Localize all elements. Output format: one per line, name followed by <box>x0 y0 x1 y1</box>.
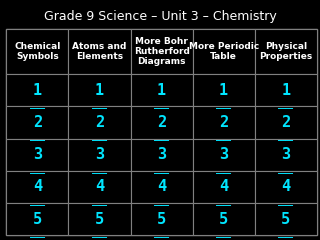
Text: 1: 1 <box>95 83 104 98</box>
Text: __: __ <box>154 193 169 206</box>
Text: 5: 5 <box>219 212 228 227</box>
Text: Grade 9 Science – Unit 3 – Chemistry: Grade 9 Science – Unit 3 – Chemistry <box>44 10 276 23</box>
Text: Atoms and
Elements: Atoms and Elements <box>72 42 127 61</box>
Text: __: __ <box>30 225 45 238</box>
Text: __: __ <box>154 161 169 174</box>
Text: 1: 1 <box>219 83 228 98</box>
Text: __: __ <box>154 225 169 238</box>
Text: 5: 5 <box>95 212 104 227</box>
Text: __: __ <box>278 193 293 206</box>
Text: 1: 1 <box>33 83 42 98</box>
Text: __: __ <box>216 225 231 238</box>
Text: 2: 2 <box>157 115 166 130</box>
Text: More Bohr
Rutherford
Diagrams: More Bohr Rutherford Diagrams <box>134 37 189 66</box>
Text: __: __ <box>216 193 231 206</box>
Text: __: __ <box>92 225 107 238</box>
Text: __: __ <box>30 96 45 109</box>
Text: 5: 5 <box>281 212 290 227</box>
Text: 2: 2 <box>219 115 228 130</box>
Text: __: __ <box>30 161 45 174</box>
Text: __: __ <box>278 225 293 238</box>
Text: __: __ <box>278 161 293 174</box>
Text: 3: 3 <box>33 147 42 162</box>
Text: 4: 4 <box>219 180 228 194</box>
Text: 2: 2 <box>33 115 42 130</box>
Text: __: __ <box>30 193 45 206</box>
Text: 2: 2 <box>281 115 290 130</box>
Text: __: __ <box>278 128 293 142</box>
Text: __: __ <box>216 161 231 174</box>
Text: 4: 4 <box>95 180 104 194</box>
Text: Physical
Properties: Physical Properties <box>259 42 312 61</box>
Text: __: __ <box>154 96 169 109</box>
Text: 3: 3 <box>219 147 228 162</box>
Text: 1: 1 <box>281 83 290 98</box>
Text: More Periodic
Table: More Periodic Table <box>188 42 259 61</box>
Text: 4: 4 <box>157 180 166 194</box>
Text: __: __ <box>92 161 107 174</box>
Text: __: __ <box>92 193 107 206</box>
Text: 1: 1 <box>157 83 166 98</box>
Text: __: __ <box>30 128 45 142</box>
Text: 4: 4 <box>281 180 290 194</box>
Text: Chemical
Symbols: Chemical Symbols <box>14 42 60 61</box>
Text: __: __ <box>92 96 107 109</box>
Text: 3: 3 <box>95 147 104 162</box>
Text: 3: 3 <box>281 147 290 162</box>
Text: 3: 3 <box>157 147 166 162</box>
Text: __: __ <box>278 96 293 109</box>
Text: 4: 4 <box>33 180 42 194</box>
Text: 5: 5 <box>157 212 166 227</box>
Text: __: __ <box>154 128 169 142</box>
Text: 5: 5 <box>33 212 42 227</box>
Text: __: __ <box>216 128 231 142</box>
Text: 2: 2 <box>95 115 104 130</box>
Text: __: __ <box>216 96 231 109</box>
Text: __: __ <box>92 128 107 142</box>
